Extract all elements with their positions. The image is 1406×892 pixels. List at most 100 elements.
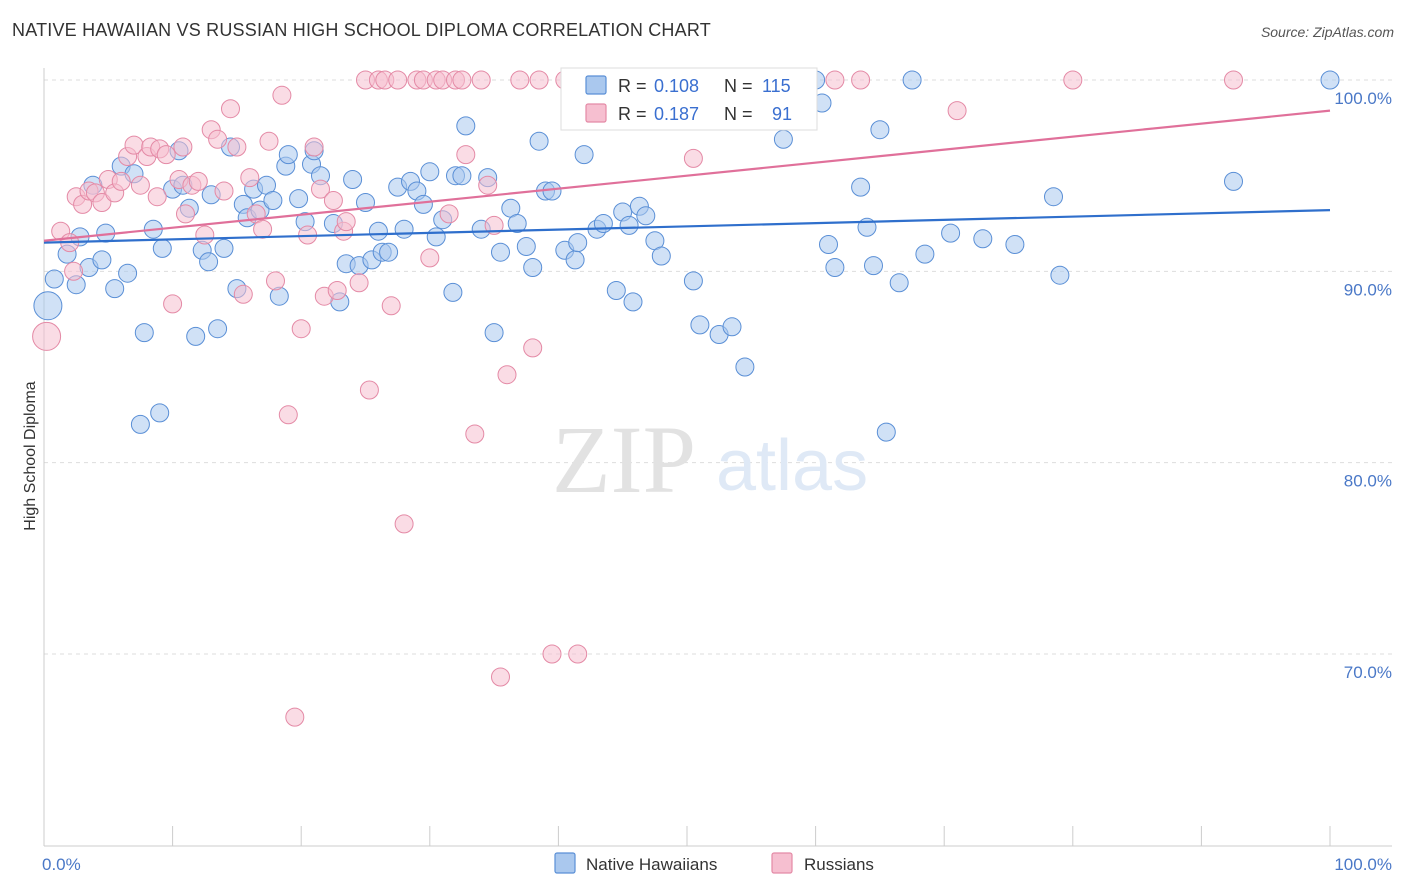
native-hawaiian-point[interactable] <box>134 323 154 343</box>
russian-point[interactable] <box>259 131 279 151</box>
native-hawaiian-point[interactable] <box>690 315 710 335</box>
russian-point[interactable] <box>304 137 324 157</box>
russian-point[interactable] <box>484 215 504 235</box>
native-hawaiian-point[interactable] <box>973 229 993 249</box>
russian-point[interactable] <box>497 365 517 385</box>
native-hawaiian-point[interactable] <box>851 177 871 197</box>
native-hawaiian-point[interactable] <box>523 258 543 277</box>
native-hawaiian-point[interactable] <box>278 145 298 165</box>
native-hawaiian-point[interactable] <box>484 323 504 343</box>
russian-point[interactable] <box>111 171 131 191</box>
native-hawaiian-point[interactable] <box>92 250 112 270</box>
russian-point[interactable] <box>465 424 485 444</box>
native-hawaiian-point[interactable] <box>722 317 742 337</box>
native-hawaiian-point[interactable] <box>420 162 440 182</box>
russian-point[interactable] <box>359 380 379 400</box>
russian-point[interactable] <box>233 284 253 304</box>
native-hawaiian-point[interactable] <box>33 291 63 321</box>
legend-label-russians[interactable]: Russians <box>804 855 874 874</box>
native-hawaiian-point[interactable] <box>289 189 309 209</box>
russian-point[interactable] <box>221 99 240 119</box>
native-hawaiian-point[interactable] <box>443 282 463 302</box>
russian-point[interactable] <box>1224 70 1243 90</box>
russian-point[interactable] <box>240 168 260 188</box>
russian-point[interactable] <box>381 296 401 316</box>
russian-point[interactable] <box>349 273 369 293</box>
russian-point[interactable] <box>323 191 343 210</box>
native-hawaiian-point[interactable] <box>773 129 793 149</box>
native-hawaiian-point[interactable] <box>456 116 476 136</box>
russian-point[interactable] <box>188 171 208 191</box>
russian-point[interactable] <box>278 405 298 425</box>
russian-point[interactable] <box>851 70 871 90</box>
legend-swatch-native-hawaiians[interactable] <box>554 852 576 874</box>
native-hawaiian-point[interactable] <box>1044 187 1063 207</box>
russian-point[interactable] <box>272 85 292 105</box>
russian-point[interactable] <box>471 70 491 90</box>
native-hawaiian-point[interactable] <box>565 250 585 270</box>
russian-point[interactable] <box>156 145 176 165</box>
native-hawaiian-point[interactable] <box>941 223 961 243</box>
native-hawaiian-point[interactable] <box>152 238 172 258</box>
russian-point[interactable] <box>227 137 247 157</box>
native-hawaiian-point[interactable] <box>651 246 671 266</box>
russian-point[interactable] <box>394 514 414 534</box>
russian-point[interactable] <box>130 175 150 195</box>
russian-point[interactable] <box>176 204 195 224</box>
russian-point[interactable] <box>478 175 498 195</box>
native-hawaiian-point[interactable] <box>118 263 138 283</box>
russian-point[interactable] <box>214 181 234 201</box>
russian-point[interactable] <box>523 338 543 358</box>
native-hawaiian-point[interactable] <box>263 191 283 210</box>
russian-point[interactable] <box>542 644 562 664</box>
native-hawaiian-point[interactable] <box>1005 235 1025 254</box>
russian-point[interactable] <box>291 319 311 339</box>
native-hawaiian-point[interactable] <box>593 214 613 233</box>
native-hawaiian-point[interactable] <box>413 194 433 214</box>
native-hawaiian-point[interactable] <box>1320 70 1340 90</box>
russian-point[interactable] <box>568 644 588 664</box>
russian-point[interactable] <box>683 148 703 168</box>
native-hawaiian-point[interactable] <box>1050 265 1070 285</box>
native-hawaiian-point[interactable] <box>368 221 388 241</box>
native-hawaiian-point[interactable] <box>864 256 883 276</box>
native-hawaiian-point[interactable] <box>150 403 170 423</box>
native-hawaiian-point[interactable] <box>214 238 234 258</box>
native-hawaiian-point[interactable] <box>529 131 549 151</box>
native-hawaiian-point[interactable] <box>915 244 935 264</box>
native-hawaiian-point[interactable] <box>105 279 125 299</box>
legend-swatch-russians[interactable] <box>771 852 793 874</box>
russian-point[interactable] <box>825 70 845 90</box>
russian-point[interactable] <box>32 321 62 351</box>
russian-point[interactable] <box>388 70 408 90</box>
russian-point[interactable] <box>208 129 228 149</box>
native-hawaiian-point[interactable] <box>343 170 363 189</box>
native-hawaiian-point[interactable] <box>507 214 527 233</box>
native-hawaiian-point[interactable] <box>902 70 922 90</box>
native-hawaiian-point[interactable] <box>819 235 838 254</box>
native-hawaiian-point[interactable] <box>889 273 909 293</box>
russian-point[interactable] <box>420 248 440 268</box>
russian-point[interactable] <box>147 187 167 207</box>
native-hawaiian-point[interactable] <box>574 145 594 165</box>
native-hawaiian-point[interactable] <box>186 326 206 346</box>
native-hawaiian-point[interactable] <box>606 281 626 300</box>
native-hawaiian-point[interactable] <box>208 319 228 339</box>
russian-point[interactable] <box>456 145 476 165</box>
native-hawaiian-point[interactable] <box>130 414 150 434</box>
russian-point[interactable] <box>452 70 472 90</box>
native-hawaiian-point[interactable] <box>870 120 890 140</box>
legend-label-native-hawaiians[interactable]: Native Hawaiians <box>586 855 717 874</box>
native-hawaiian-point[interactable] <box>426 227 446 247</box>
russian-point[interactable] <box>311 179 330 199</box>
russian-point[interactable] <box>253 219 273 239</box>
native-hawaiian-point[interactable] <box>452 166 472 186</box>
russian-point[interactable] <box>195 225 215 245</box>
russian-point[interactable] <box>439 204 459 224</box>
russian-point[interactable] <box>285 707 305 727</box>
russian-point[interactable] <box>173 137 193 157</box>
russian-point[interactable] <box>336 212 356 232</box>
russian-point[interactable] <box>947 101 967 121</box>
russian-point[interactable] <box>163 294 183 314</box>
native-hawaiian-point[interactable] <box>394 219 414 239</box>
